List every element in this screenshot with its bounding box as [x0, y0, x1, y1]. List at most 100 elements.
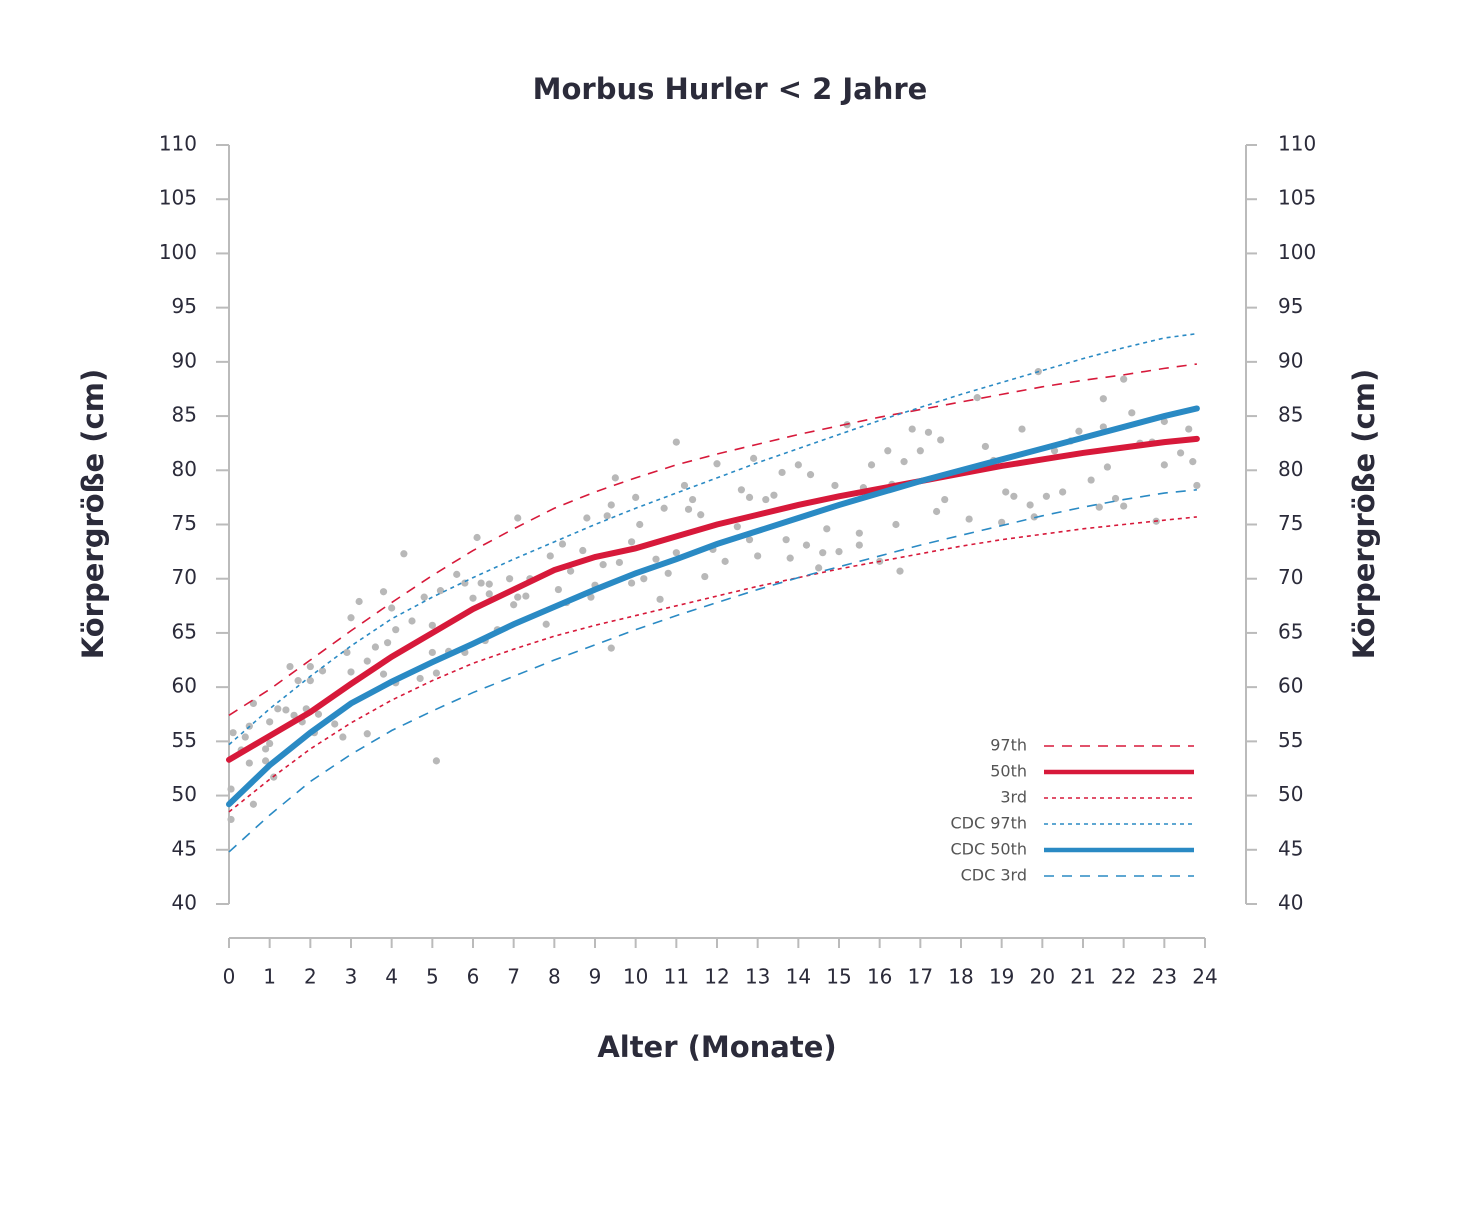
data-point — [815, 564, 823, 572]
data-point — [1030, 513, 1038, 521]
y-tick-label: 85 — [172, 403, 197, 427]
data-point — [408, 617, 416, 625]
data-point — [672, 549, 680, 557]
data-point — [343, 648, 351, 657]
x-tick-label: 22 — [1111, 965, 1136, 989]
data-point — [941, 495, 949, 504]
x-tick-label: 2 — [304, 965, 317, 989]
data-point — [632, 493, 640, 501]
data-point — [392, 626, 400, 634]
x-tick-label: 10 — [623, 965, 648, 989]
data-point — [1087, 476, 1095, 484]
y-tick-label: 95 — [172, 294, 197, 318]
y-tick-label: 55 — [172, 728, 197, 752]
data-point — [274, 705, 282, 713]
y2-tick-label: 50 — [1278, 782, 1303, 806]
y-tick-label: 70 — [172, 565, 197, 589]
data-point — [331, 720, 339, 728]
data-point — [262, 757, 270, 765]
y-tick-label: 40 — [172, 891, 197, 915]
data-point — [579, 546, 587, 555]
data-point — [1042, 492, 1050, 500]
y-tick-label: 45 — [172, 836, 197, 860]
x-tick-label: 21 — [1070, 965, 1095, 989]
data-point — [229, 729, 237, 737]
data-point — [227, 785, 235, 793]
data-point — [306, 662, 314, 671]
data-point — [363, 730, 371, 738]
data-point — [603, 512, 611, 520]
data-point — [469, 594, 477, 602]
data-point — [1018, 425, 1026, 433]
data-point — [998, 518, 1006, 526]
legend-label: CDC 3rd — [961, 866, 1027, 885]
y2-tick-label: 100 — [1278, 240, 1316, 264]
data-point — [266, 739, 274, 748]
data-point — [762, 495, 770, 504]
data-point — [754, 552, 762, 560]
data-point — [379, 670, 388, 678]
data-point — [1095, 503, 1103, 511]
data-point — [745, 493, 754, 501]
data-point — [933, 507, 941, 516]
y-tick-label: 80 — [172, 457, 197, 481]
y2-axis-title: Körpergröße (cm) — [1347, 369, 1381, 659]
series-line — [228, 332, 1197, 746]
data-point — [510, 601, 518, 609]
data-point — [347, 668, 355, 676]
data-point — [778, 468, 786, 477]
data-point — [286, 662, 294, 671]
data-point — [294, 677, 302, 685]
x-tick-label: 24 — [1192, 965, 1217, 989]
data-point — [823, 525, 831, 533]
data-point — [241, 733, 249, 741]
data-point — [689, 495, 697, 504]
data-point — [245, 759, 253, 767]
data-point — [770, 491, 778, 499]
data-point — [1111, 494, 1120, 503]
data-point — [355, 597, 363, 606]
data-point — [636, 520, 644, 529]
data-point — [347, 614, 355, 622]
x-tick-label: 5 — [426, 965, 439, 989]
y-tick-label: 75 — [172, 511, 197, 535]
data-point — [262, 745, 270, 753]
y2-tick-label: 85 — [1278, 403, 1303, 427]
data-point — [965, 515, 973, 523]
series-line — [226, 405, 1200, 808]
x-tick-label: 15 — [826, 965, 851, 989]
x-tick-label: 14 — [786, 965, 811, 989]
data-point — [1185, 425, 1193, 433]
y2-tick-label: 90 — [1278, 348, 1303, 372]
y2-tick-label: 45 — [1278, 836, 1303, 860]
data-point — [611, 474, 619, 482]
data-point — [416, 674, 424, 683]
y-tick-label: 65 — [172, 619, 197, 643]
data-point — [227, 815, 235, 824]
y2-tick-label: 95 — [1278, 294, 1303, 318]
data-point — [485, 590, 493, 598]
data-point — [1120, 502, 1128, 510]
data-point — [388, 604, 396, 612]
data-point — [567, 567, 575, 575]
data-point — [558, 540, 567, 548]
data-point — [339, 733, 347, 741]
data-point — [400, 550, 408, 558]
data-point — [599, 561, 607, 569]
x-tick-label: 0 — [223, 965, 236, 989]
data-point — [554, 585, 563, 594]
y2-tick-label: 65 — [1278, 619, 1303, 643]
data-point — [1128, 409, 1136, 417]
x-tick-label: 6 — [467, 965, 480, 989]
data-point — [745, 536, 754, 544]
data-point — [733, 523, 741, 531]
y-axis-title: Körpergröße (cm) — [76, 369, 110, 659]
data-point — [485, 580, 493, 588]
data-point — [973, 394, 981, 402]
data-point — [664, 569, 672, 577]
data-point — [884, 447, 892, 455]
data-point — [628, 538, 636, 546]
data-point — [1059, 488, 1067, 496]
data-point — [794, 461, 802, 469]
